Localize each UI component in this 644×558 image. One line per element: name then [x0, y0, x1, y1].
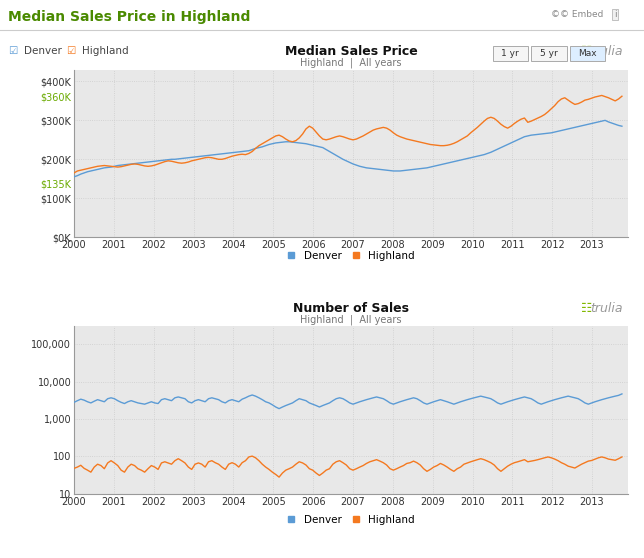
- Text: ☷: ☷: [581, 302, 592, 315]
- Text: ☑: ☑: [8, 46, 17, 56]
- Text: Highland  |  All years: Highland | All years: [300, 314, 402, 325]
- Text: Denver: Denver: [24, 46, 62, 56]
- Text: Highland: Highland: [82, 46, 128, 56]
- Text: Max: Max: [578, 49, 597, 58]
- Text: Number of Sales: Number of Sales: [293, 302, 409, 315]
- Text: ☑: ☑: [66, 46, 75, 56]
- Text: Highland  |  All years: Highland | All years: [300, 57, 402, 68]
- Text: trulia: trulia: [590, 302, 622, 315]
- Text: $135K: $135K: [41, 180, 71, 190]
- Legend: Denver, Highland: Denver, Highland: [283, 247, 419, 266]
- Text: $360K: $360K: [41, 92, 71, 102]
- Text: ©© Embed: ©© Embed: [551, 10, 603, 19]
- Text: 5 yr: 5 yr: [540, 49, 558, 58]
- Text: Median Sales Price in Highland: Median Sales Price in Highland: [8, 10, 250, 24]
- Text: trulia: trulia: [590, 45, 622, 58]
- Legend: Denver, Highland: Denver, Highland: [283, 511, 419, 529]
- Text: Median Sales Price: Median Sales Price: [285, 45, 417, 58]
- Text: 1 yr: 1 yr: [502, 49, 519, 58]
- Text: ☷: ☷: [581, 45, 592, 58]
- Text: i: i: [614, 10, 616, 19]
